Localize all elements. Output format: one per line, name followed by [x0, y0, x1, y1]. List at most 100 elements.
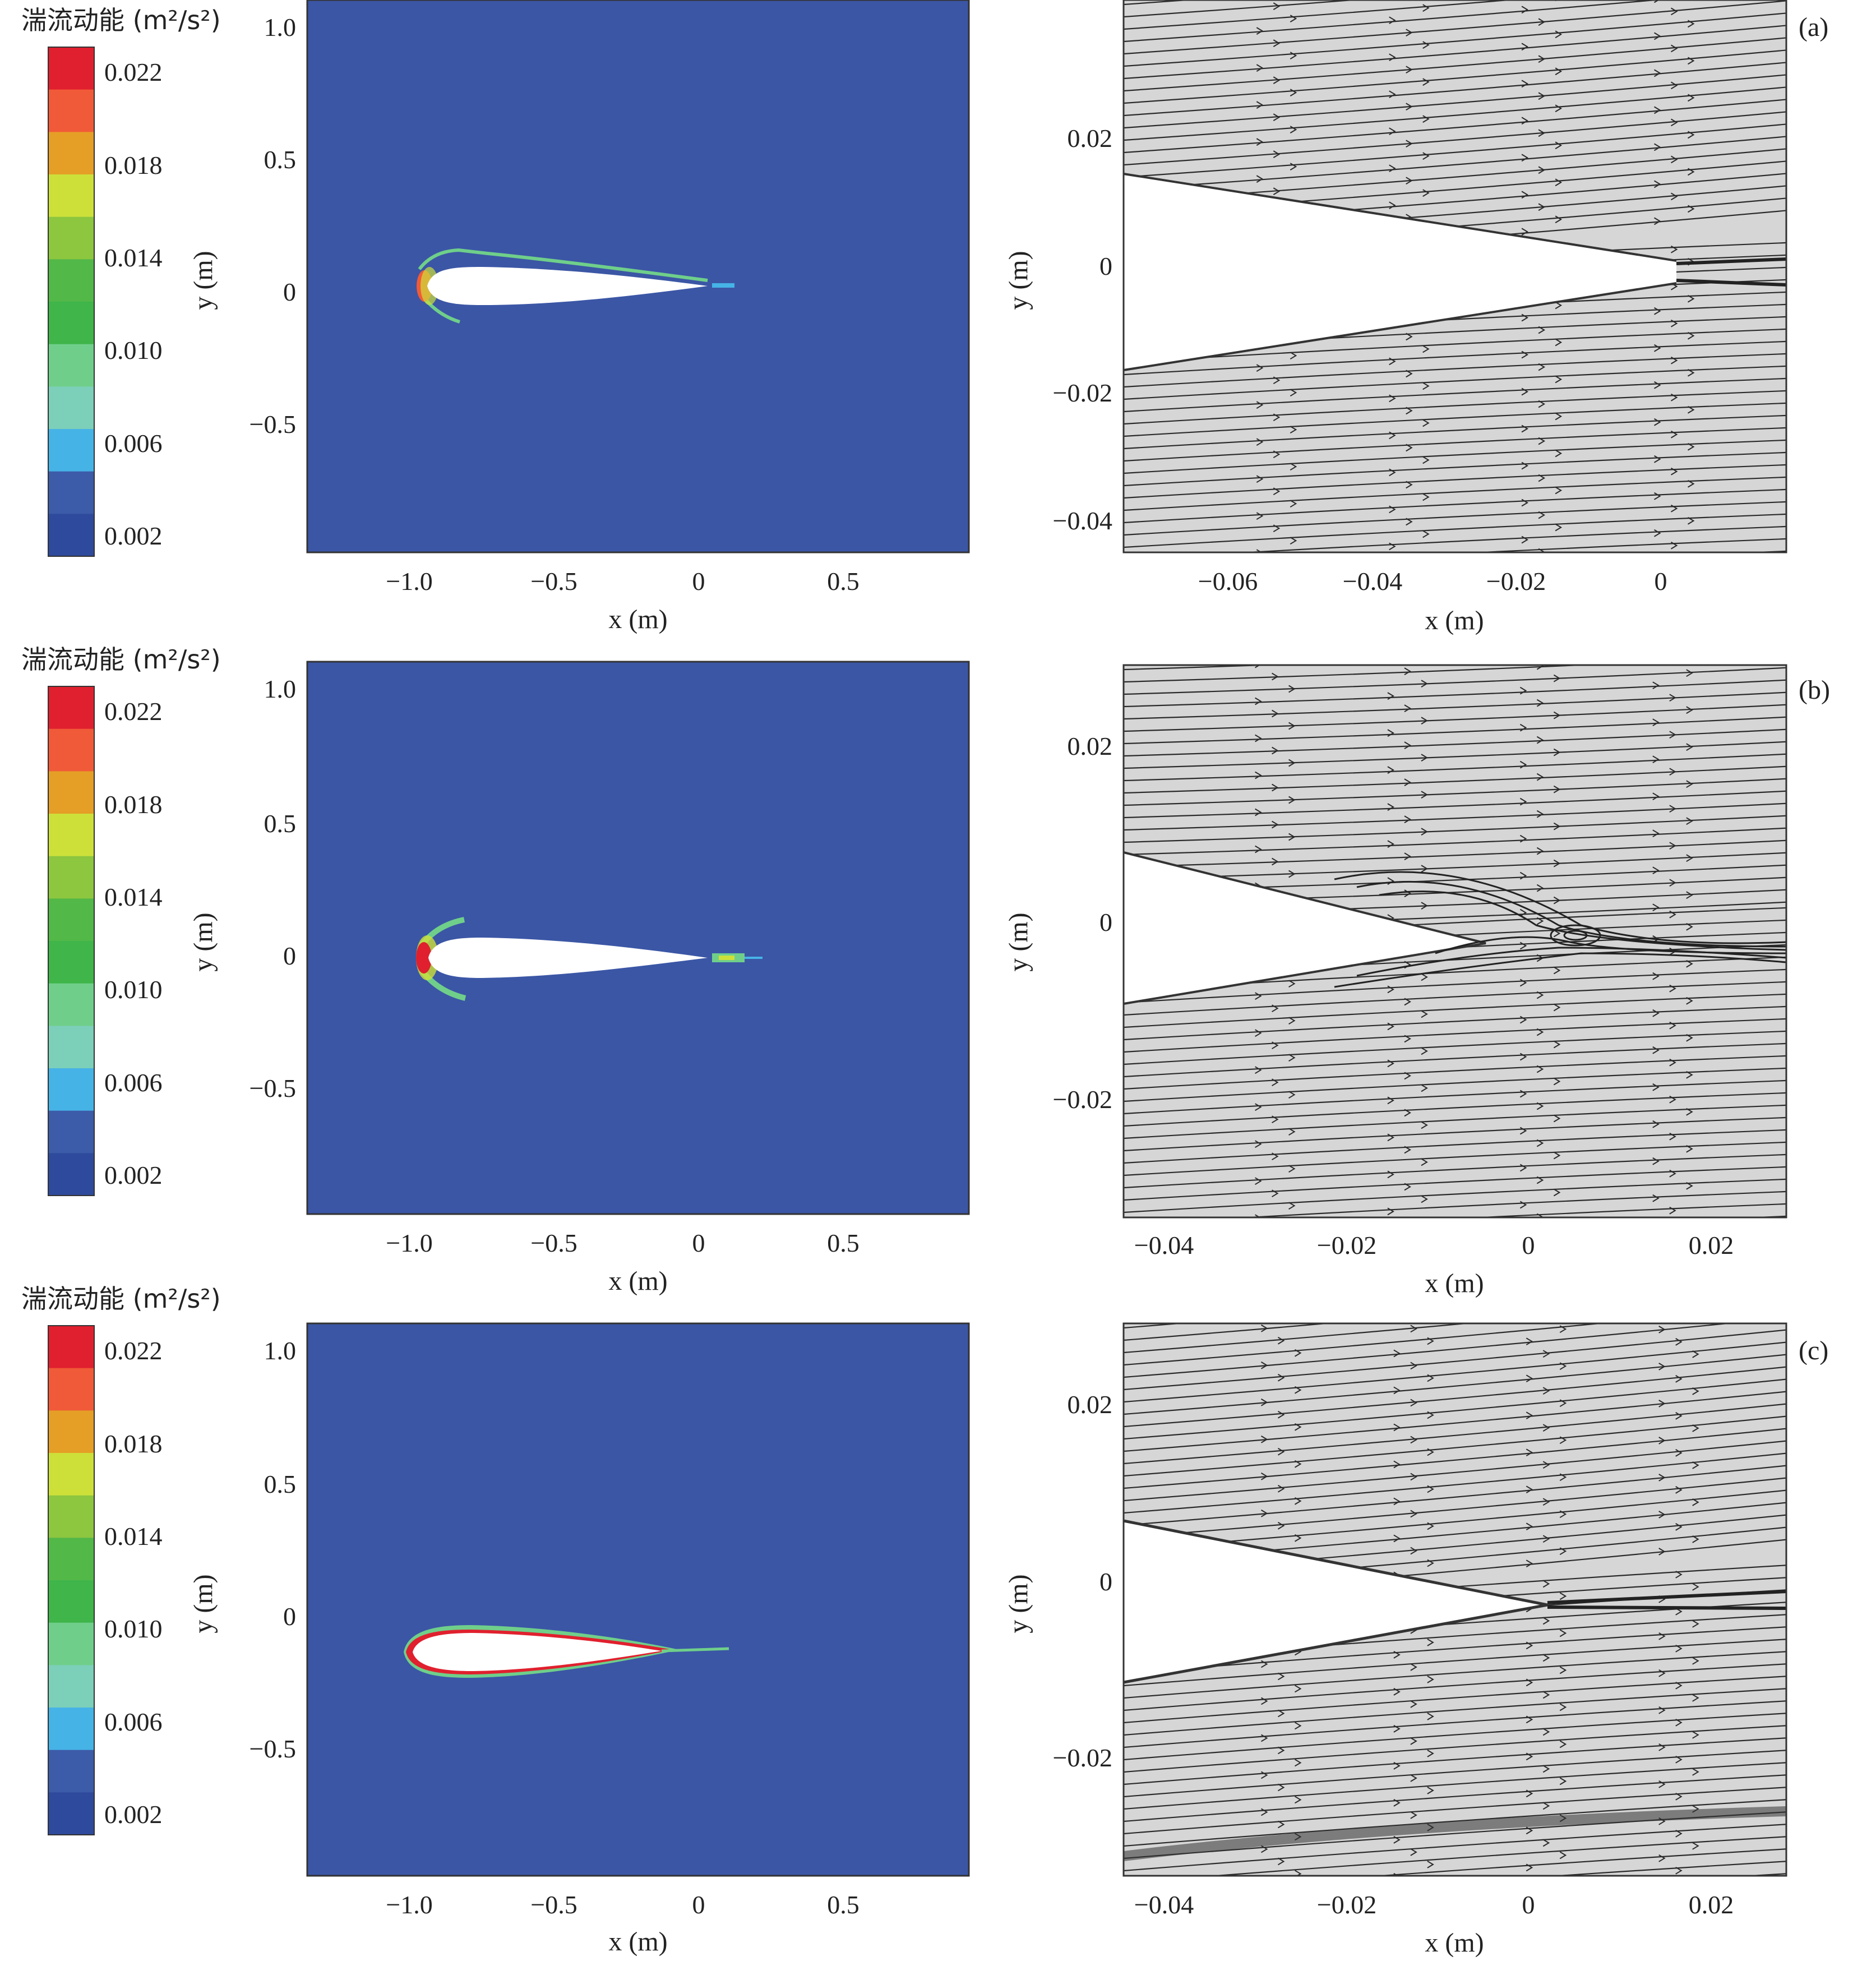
flow-arrow	[1421, 1233, 1427, 1239]
flow-arrow	[1290, 15, 1297, 22]
colorbar-title: 湍流动能 (m²/s²)	[21, 1284, 221, 1314]
streamline	[1124, 1886, 1786, 1932]
colorbar	[48, 47, 95, 557]
flow-arrow	[1555, 30, 1563, 39]
flow-arrow	[1255, 1103, 1262, 1111]
flow-arrow	[1536, 773, 1544, 781]
flow-arrow	[1652, 1194, 1660, 1202]
flow-arrow	[1255, 1066, 1262, 1074]
streamline-plot-b: (b)	[1122, 664, 1830, 1264]
colorbar-tick: 0.018	[104, 790, 163, 819]
flow-arrow	[1559, 1399, 1567, 1408]
flow-arrow	[1675, 1523, 1683, 1531]
panel-label: (b)	[1799, 675, 1830, 705]
streamline	[1124, 1229, 1786, 1262]
flow-arrow	[1553, 859, 1561, 868]
flow-arrow	[1652, 1120, 1660, 1128]
y-tick-label: 0	[283, 942, 296, 970]
flow-arrow	[1553, 1040, 1561, 1049]
colorbar-segment	[48, 259, 94, 302]
colorbar-tick: 0.010	[104, 336, 163, 364]
flow-arrow	[1256, 438, 1264, 446]
flow-arrow	[1389, 542, 1396, 551]
y-tick-label: 0.02	[1068, 1390, 1113, 1419]
flow-arrow	[1394, 1313, 1399, 1319]
flow-arrow	[1404, 1257, 1410, 1264]
flow-arrow	[1687, 405, 1695, 414]
streamline-plot-a: (a)	[1122, 0, 1828, 553]
flow-arrow	[1389, 127, 1396, 136]
flow-arrow	[1542, 1765, 1550, 1773]
colorbar-title: 湍流动能 (m²/s²)	[21, 5, 221, 35]
plot-frame	[1122, 0, 1787, 553]
flow-arrow	[1410, 1436, 1417, 1444]
x-axis: −1.0 −0.5 0 0.5 x (m)	[386, 1229, 859, 1296]
flow-arrow	[1559, 1629, 1567, 1637]
tke-field	[307, 662, 969, 1214]
y-axis: 0.02 0 −0.02 −0.04 y (m)	[1004, 124, 1112, 535]
flow-arrow	[1652, 972, 1660, 980]
flow-arrow	[1389, 16, 1396, 25]
flow-arrow	[1653, 143, 1661, 151]
tke-field	[307, 1323, 969, 1876]
flow-arrow	[1406, 370, 1413, 378]
flow-arrow	[1653, 307, 1661, 315]
colorbar-segment	[48, 132, 94, 175]
flow-arrow	[1542, 1535, 1550, 1543]
streamline	[1124, 679, 1786, 708]
flow-arrow	[1272, 1115, 1279, 1124]
flow-arrow	[1669, 805, 1676, 813]
flow-arrow	[1422, 189, 1430, 197]
y-tick-label: 0	[1099, 1567, 1112, 1596]
flow-arrow	[1670, 81, 1678, 90]
y-tick-label: −0.02	[1053, 379, 1112, 407]
flow-arrow	[1537, 1251, 1542, 1258]
flow-arrow	[1290, 500, 1297, 508]
flow-arrow	[1427, 1750, 1434, 1757]
x-tick-label: 0.02	[1689, 1890, 1734, 1919]
colorbar-segment	[48, 1153, 94, 1196]
colorbar-segment	[48, 1750, 94, 1793]
flow-arrow	[1669, 731, 1676, 739]
flow-arrow	[1410, 1325, 1417, 1333]
flow-arrow	[1387, 1022, 1394, 1031]
flow-arrow	[1404, 1072, 1411, 1080]
streamline	[1124, 390, 1786, 425]
flow-arrow	[1410, 1700, 1417, 1708]
flow-arrow	[1393, 1497, 1401, 1506]
flow-arrow	[1410, 1547, 1417, 1555]
flow-arrow	[1404, 815, 1411, 823]
flow-arrow	[1272, 1004, 1279, 1013]
flow-arrow	[1421, 1047, 1428, 1055]
flow-arrow	[1652, 792, 1660, 801]
flow-arrow	[1256, 138, 1264, 146]
streamline	[1470, 538, 1786, 552]
streamline	[1124, 1129, 1786, 1164]
colorbar-title: 湍流动能 (m²/s²)	[21, 644, 221, 675]
flow-arrow	[1256, 401, 1264, 409]
flow-arrow	[1559, 1851, 1567, 1860]
flow-arrow	[1652, 681, 1660, 690]
flow-arrow	[1652, 755, 1660, 764]
flow-arrow	[1536, 847, 1544, 855]
flow-arrow	[1652, 1157, 1660, 1165]
flow-arrow	[1693, 1277, 1698, 1284]
flow-arrow	[1675, 1718, 1683, 1727]
flow-arrow	[1538, 92, 1546, 100]
flow-arrow	[1256, 512, 1264, 520]
y-axis-label: y (m)	[188, 251, 218, 310]
flow-arrow	[1393, 1873, 1399, 1876]
flow-arrow	[1261, 1882, 1267, 1889]
flow-arrow	[1393, 1651, 1401, 1659]
plot-frame	[306, 661, 970, 1215]
flow-arrow	[1658, 1511, 1666, 1519]
streamline	[1124, 86, 1786, 141]
flow-arrow	[1295, 1313, 1300, 1319]
colorbar-segment	[48, 1538, 94, 1581]
streamline	[1124, 1166, 1786, 1201]
flow-arrow	[1526, 1522, 1533, 1531]
flow-arrow	[1427, 1861, 1434, 1868]
x-axis: −0.06 −0.04 −0.02 0 x (m)	[1198, 567, 1667, 635]
flow-arrow	[1555, 104, 1563, 113]
flow-arrow	[1675, 1681, 1683, 1690]
